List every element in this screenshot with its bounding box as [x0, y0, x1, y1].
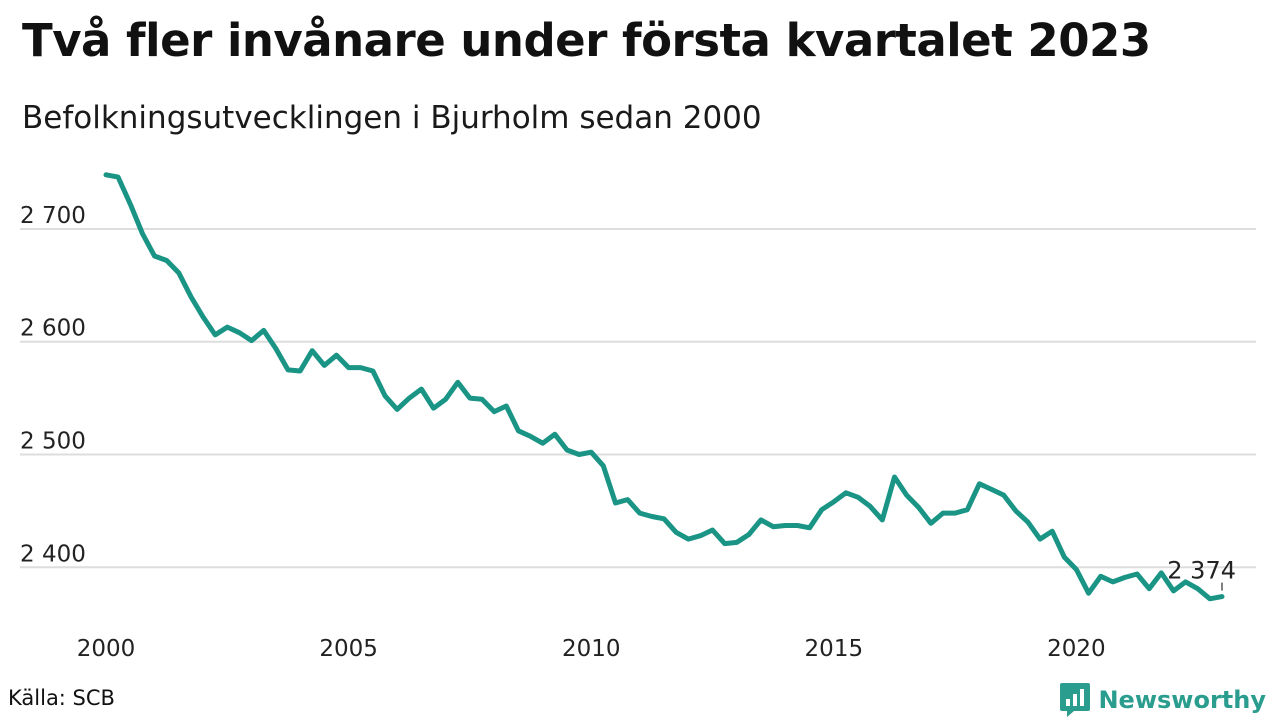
x-tick-label: 2000 [77, 636, 136, 662]
y-tick-label: 2 500 [20, 428, 86, 454]
x-tick-label: 2005 [319, 636, 378, 662]
brand-logo[interactable]: Newsworthy [1060, 683, 1266, 717]
line-chart: 2 400 2 500 2 600 2 700 2000 2005 2010 2015 202… [20, 172, 1256, 662]
x-tick-label: 2015 [805, 636, 864, 662]
gridlines [20, 227, 1256, 569]
annotations: 2 374 [1167, 557, 1236, 591]
series-line [103, 172, 1225, 602]
brand-name: Newsworthy [1098, 686, 1266, 714]
x-tick-label: 2010 [562, 636, 621, 662]
source-note: Källa: SCB [8, 686, 115, 710]
y-tick-label: 2 700 [20, 203, 86, 229]
series-layer [103, 172, 1225, 602]
y-tick-label: 2 600 [20, 316, 86, 342]
y-tick-label: 2 400 [20, 541, 86, 567]
newsworthy-logo-icon [1060, 683, 1091, 717]
x-tick-label: 2020 [1047, 636, 1106, 662]
chart-subtitle: Befolkningsutvecklingen i Bjurholm sedan… [22, 100, 762, 136]
x-axis-ticks: 2000 2005 2010 2015 2020 [77, 636, 1106, 662]
last-value-label: 2 374 [1167, 557, 1236, 585]
chart-title: Två fler invånare under första kvartalet… [22, 14, 1151, 67]
y-axis-ticks: 2 400 2 500 2 600 2 700 [20, 203, 86, 567]
